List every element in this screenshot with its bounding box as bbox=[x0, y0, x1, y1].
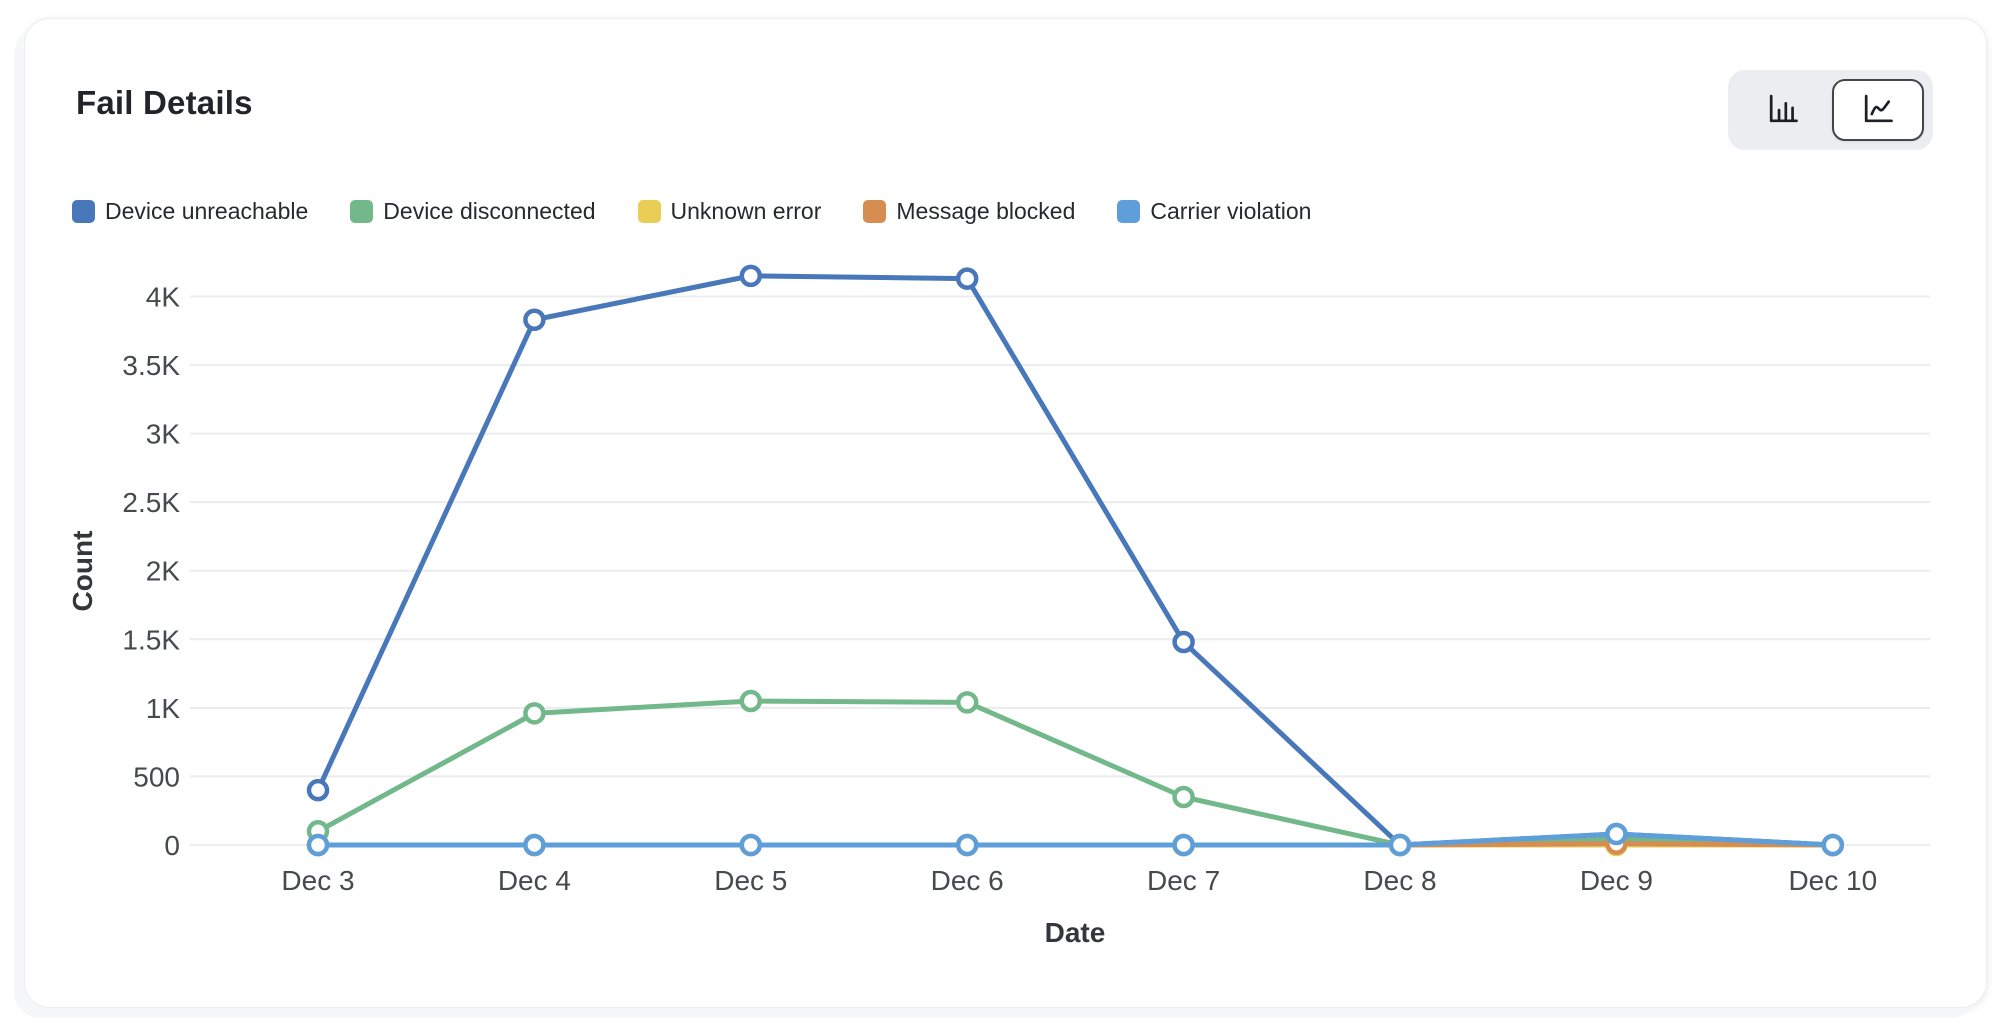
x-tick-label: Dec 3 bbox=[281, 865, 354, 896]
legend-swatch bbox=[1117, 200, 1141, 223]
legend-item[interactable]: Device unreachable bbox=[72, 198, 308, 225]
chart-type-toggle bbox=[1728, 70, 1933, 150]
y-tick-label: 2.5K bbox=[122, 487, 180, 518]
data-point-marker bbox=[955, 833, 979, 857]
series-line bbox=[315, 831, 1836, 848]
legend-item[interactable]: Unknown error bbox=[637, 198, 822, 225]
y-tick-label: 1K bbox=[146, 693, 181, 724]
x-tick-label: Dec 5 bbox=[714, 865, 787, 896]
data-point-marker bbox=[1605, 822, 1628, 846]
data-point-marker bbox=[1172, 833, 1195, 857]
line-chart-icon bbox=[1860, 91, 1896, 130]
page-title: Fail Details bbox=[76, 84, 253, 121]
x-tick-label: Dec 9 bbox=[1580, 865, 1653, 896]
data-point-marker bbox=[306, 833, 330, 857]
legend-label: Unknown error bbox=[670, 198, 822, 224]
data-point-marker bbox=[955, 267, 979, 290]
y-tick-label: 4K bbox=[146, 281, 181, 312]
y-axis-title: Count bbox=[67, 531, 98, 612]
data-point-marker bbox=[1388, 833, 1412, 857]
legend-swatch bbox=[863, 200, 887, 223]
data-point-marker bbox=[523, 833, 546, 857]
data-point-marker bbox=[306, 778, 330, 802]
legend-swatch bbox=[350, 200, 374, 223]
data-point-marker bbox=[1172, 785, 1195, 809]
y-tick-label: 3K bbox=[146, 419, 181, 450]
x-tick-label: Dec 7 bbox=[1147, 865, 1220, 896]
x-tick-label: Dec 8 bbox=[1363, 865, 1436, 896]
x-tick-label: Dec 10 bbox=[1788, 865, 1877, 896]
x-tick-label: Dec 6 bbox=[931, 865, 1004, 896]
data-point-marker bbox=[1821, 833, 1845, 857]
data-point-marker bbox=[955, 691, 979, 714]
legend-item[interactable]: Device disconnected bbox=[350, 198, 596, 225]
legend-label: Message blocked bbox=[896, 198, 1076, 224]
x-tick-label: Dec 4 bbox=[498, 865, 571, 896]
y-tick-label: 2K bbox=[146, 556, 181, 587]
chart-svg: 0 500 1K 1.5K 2K 2.5K 3K 3.5K 4K Dec 3 Dec 4 Dec 5 D… bbox=[67, 264, 1930, 948]
y-tick-label: 1.5K bbox=[122, 624, 180, 655]
bar-chart-icon bbox=[1765, 91, 1801, 130]
y-tick-label: 0 bbox=[164, 830, 180, 861]
legend-label: Carrier violation bbox=[1150, 198, 1312, 224]
line-chart-toggle-button[interactable] bbox=[1832, 79, 1924, 141]
x-axis-title: Date bbox=[1045, 917, 1106, 948]
bar-chart-toggle-button[interactable] bbox=[1737, 79, 1829, 141]
y-tick-label: 500 bbox=[133, 761, 180, 792]
series-line bbox=[315, 698, 1836, 848]
legend-swatch bbox=[72, 200, 95, 223]
legend-label: Device disconnected bbox=[383, 198, 596, 224]
chart-area: 0 500 1K 1.5K 2K 2.5K 3K 3.5K 4K Dec 3 Dec 4 Dec 5 D… bbox=[0, 240, 2014, 1000]
legend-item[interactable]: Message blocked bbox=[863, 198, 1075, 225]
legend-swatch bbox=[637, 200, 661, 223]
chart-legend: Device unreachable Device disconnected Unk… bbox=[72, 198, 1311, 225]
data-point-marker bbox=[739, 833, 763, 857]
legend-item[interactable]: Carrier violation bbox=[1117, 198, 1311, 225]
data-point-marker bbox=[1172, 630, 1195, 654]
data-point-marker bbox=[523, 702, 546, 725]
data-point-marker bbox=[523, 308, 546, 332]
series-line bbox=[315, 273, 1836, 848]
y-tick-label: 3.5K bbox=[122, 350, 180, 381]
data-point-marker bbox=[739, 689, 763, 713]
data-point-marker bbox=[739, 264, 763, 288]
legend-label: Device unreachable bbox=[105, 198, 309, 224]
